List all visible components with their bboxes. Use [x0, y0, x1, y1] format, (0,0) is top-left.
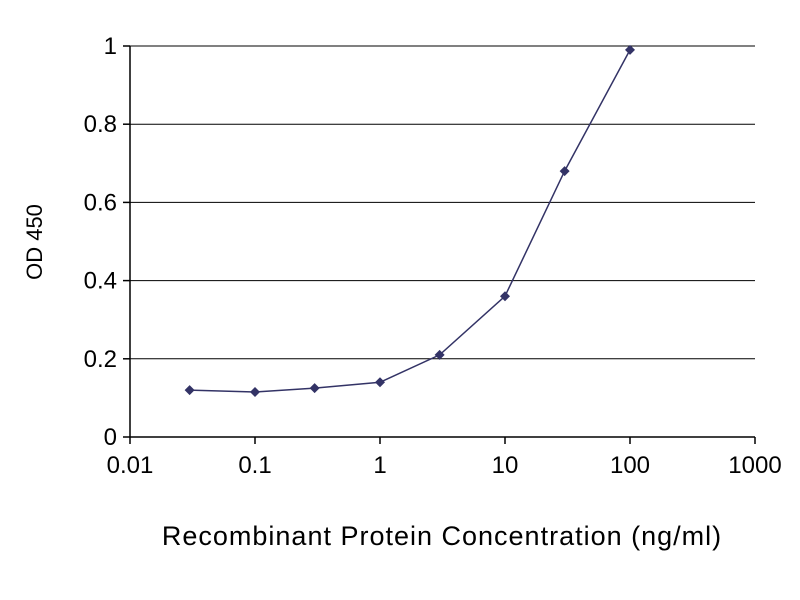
x-tick-label: 0.01 — [107, 452, 154, 479]
y-tick-label: 0.2 — [84, 346, 117, 373]
data-point-marker — [559, 166, 570, 177]
y-tick-label: 1 — [104, 33, 117, 60]
y-tick-label: 0.4 — [84, 268, 117, 295]
gridlines — [130, 45, 755, 360]
x-tick-label: 10 — [492, 452, 519, 479]
data-point-marker — [309, 383, 320, 394]
x-tick-label: 0.1 — [238, 452, 271, 479]
x-tick-label: 1 — [373, 452, 386, 479]
data-point-marker — [500, 291, 510, 302]
data-series — [184, 44, 635, 398]
y-tick-label: 0.6 — [84, 189, 117, 216]
data-point-marker — [250, 387, 260, 398]
x-tick-labels: 0.01 0.1 1 10 100 1000 — [107, 452, 782, 479]
data-point-marker — [184, 385, 195, 396]
x-axis-title: Recombinant Protein Concentration (ng/ml… — [162, 521, 722, 551]
y-axis-title: OD 450 — [22, 204, 47, 280]
series-line — [189, 49, 631, 393]
y-tick-labels: 0 0.2 0.4 0.6 0.8 1 — [84, 33, 117, 451]
x-tick-label: 1000 — [728, 452, 781, 479]
x-tick-label: 100 — [610, 452, 650, 479]
data-point-marker — [625, 44, 635, 55]
axes — [123, 45, 756, 444]
y-tick-label: 0 — [104, 424, 117, 451]
data-point-marker — [375, 377, 385, 388]
y-tick-label: 0.8 — [84, 111, 117, 138]
data-point-marker — [434, 349, 445, 360]
